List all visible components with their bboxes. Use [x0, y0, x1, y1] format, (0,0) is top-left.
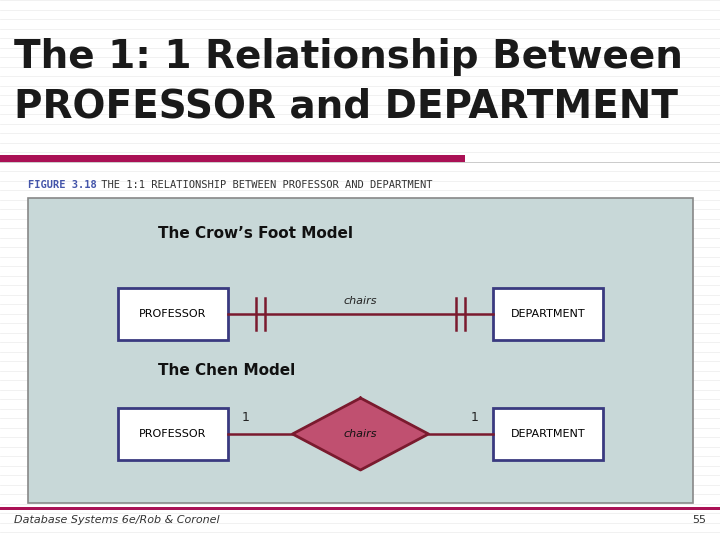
Bar: [0, 507, 720, 510]
Text: PROFESSOR: PROFESSOR: [139, 309, 207, 319]
Text: 1: 1: [242, 411, 250, 424]
Bar: [0, 155, 465, 162]
Text: DEPARTMENT: DEPARTMENT: [510, 429, 585, 439]
Text: DEPARTMENT: DEPARTMENT: [510, 309, 585, 319]
Text: Database Systems 6e/Rob & Coronel: Database Systems 6e/Rob & Coronel: [14, 515, 220, 525]
Bar: [118, 288, 228, 340]
Bar: [28, 198, 693, 503]
Bar: [0, 162, 720, 163]
Bar: [118, 408, 228, 460]
Text: THE 1:1 RELATIONSHIP BETWEEN PROFESSOR AND DEPARTMENT: THE 1:1 RELATIONSHIP BETWEEN PROFESSOR A…: [95, 180, 433, 190]
Text: The Chen Model: The Chen Model: [158, 363, 295, 378]
Text: The Crow’s Foot Model: The Crow’s Foot Model: [158, 226, 353, 241]
Bar: [493, 288, 603, 340]
Text: chairs: chairs: [343, 296, 377, 306]
Text: FIGURE 3.18: FIGURE 3.18: [28, 180, 96, 190]
Text: PROFESSOR and DEPARTMENT: PROFESSOR and DEPARTMENT: [14, 88, 678, 126]
Bar: [493, 408, 603, 460]
Text: 55: 55: [692, 515, 706, 525]
Text: 1: 1: [471, 411, 479, 424]
Text: The 1: 1 Relationship Between: The 1: 1 Relationship Between: [14, 38, 683, 76]
Text: PROFESSOR: PROFESSOR: [139, 429, 207, 439]
Text: chairs: chairs: [343, 429, 377, 439]
Polygon shape: [292, 398, 428, 470]
